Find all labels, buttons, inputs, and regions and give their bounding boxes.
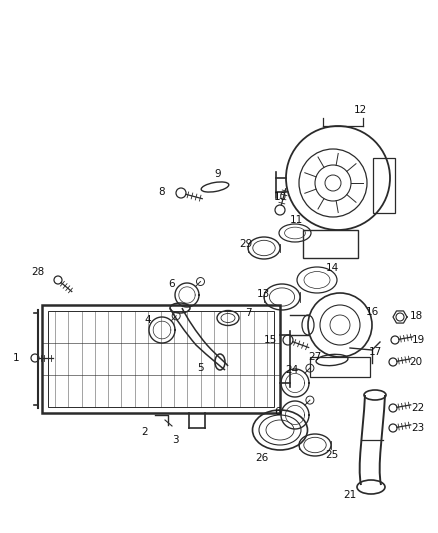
Text: 19: 19 <box>411 335 424 345</box>
Text: 27: 27 <box>308 352 321 362</box>
Text: 12: 12 <box>353 105 367 115</box>
Text: 6: 6 <box>275 407 281 417</box>
Text: 23: 23 <box>411 423 424 433</box>
Text: 16: 16 <box>365 307 378 317</box>
Text: 24: 24 <box>286 365 299 375</box>
Bar <box>42 305 280 413</box>
Text: 4: 4 <box>145 315 151 325</box>
Bar <box>48 311 274 407</box>
Text: 1: 1 <box>13 353 19 363</box>
Text: 11: 11 <box>290 215 303 225</box>
Text: 8: 8 <box>159 187 165 197</box>
Text: 6: 6 <box>169 279 175 289</box>
Text: 28: 28 <box>32 267 45 277</box>
Text: 2: 2 <box>141 427 148 437</box>
Text: 9: 9 <box>215 169 221 179</box>
Bar <box>310 357 370 377</box>
Text: 13: 13 <box>256 289 270 299</box>
Text: 20: 20 <box>410 357 423 367</box>
Text: 26: 26 <box>255 453 268 463</box>
Text: 25: 25 <box>325 450 339 460</box>
Text: 10: 10 <box>273 192 286 202</box>
Bar <box>373 158 395 213</box>
Text: 29: 29 <box>240 239 253 249</box>
Text: 17: 17 <box>368 347 381 357</box>
Text: 14: 14 <box>325 263 339 273</box>
Text: 5: 5 <box>197 363 203 373</box>
Text: 21: 21 <box>343 490 357 500</box>
Bar <box>303 230 358 258</box>
Text: 15: 15 <box>263 335 277 345</box>
Text: 3: 3 <box>172 435 178 445</box>
Text: 22: 22 <box>411 403 424 413</box>
Text: 18: 18 <box>410 311 423 321</box>
Text: 7: 7 <box>245 308 251 318</box>
